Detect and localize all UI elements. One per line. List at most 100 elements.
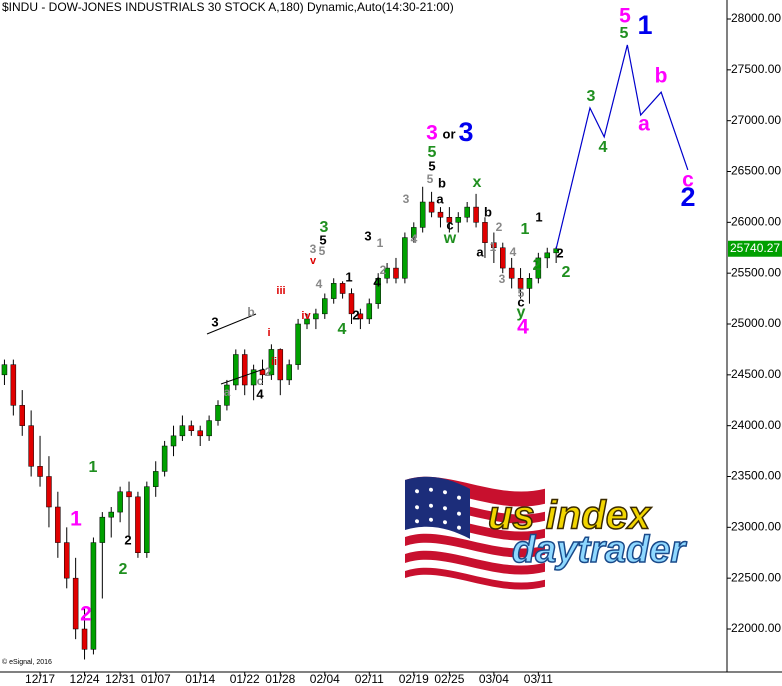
candle-body	[304, 318, 310, 325]
x-tick-label: 12/24	[70, 672, 100, 686]
wave-label: c	[446, 217, 453, 232]
candle-body	[224, 384, 230, 406]
wave-label: c	[257, 374, 264, 388]
candle-body	[464, 206, 470, 218]
candle-body	[482, 222, 488, 243]
candle-body	[170, 435, 177, 447]
wave-label: x	[473, 174, 482, 191]
candle-body	[144, 486, 150, 553]
y-tick-label: 28000.00	[731, 11, 781, 25]
wave-label: 5	[319, 244, 326, 258]
wave-label: 5	[620, 25, 629, 42]
wave-label: 3	[458, 117, 473, 147]
candle-body	[46, 476, 52, 508]
candle-body	[268, 349, 275, 376]
wave-label: 1	[377, 236, 384, 250]
y-tick-label: 23500.00	[731, 469, 781, 483]
wave-label: w	[443, 230, 457, 247]
candle-body	[375, 278, 381, 304]
candle-body	[63, 542, 70, 579]
wave-label: 2	[556, 245, 563, 260]
wave-label: i	[267, 327, 270, 339]
wave-label: 3	[403, 192, 410, 206]
y-tick-label: 27500.00	[731, 62, 781, 76]
candle-body	[206, 420, 212, 437]
candle-body	[250, 369, 257, 386]
wave-label: b	[438, 175, 446, 190]
chart-title: $INDU - DOW-JONES INDUSTRIALS 30 STOCK A…	[2, 0, 454, 14]
candle-body	[384, 267, 390, 279]
candle-body	[393, 267, 399, 279]
y-tick-label: 25000.00	[731, 316, 781, 330]
candle-body	[517, 278, 524, 289]
candle-body	[411, 227, 417, 238]
candle-body	[72, 577, 79, 630]
x-tick-label: 12/31	[105, 672, 135, 686]
candle-body	[286, 364, 292, 381]
wave-label: 3	[364, 228, 371, 243]
wave-label: 3	[587, 88, 596, 105]
x-tick-label: 02/04	[310, 672, 340, 686]
candle-body	[348, 293, 355, 315]
candle-body	[544, 252, 551, 259]
last-price-label: 25740.27	[730, 241, 780, 255]
wave-label: iv	[301, 310, 311, 322]
wave-label: 4	[510, 245, 517, 259]
wave-label: or	[443, 126, 456, 141]
wave-label: 4	[316, 277, 323, 291]
x-tick-label: 02/25	[434, 672, 464, 686]
logo: us index daytrader	[405, 476, 688, 590]
last-price-box	[728, 240, 782, 257]
candle-body	[197, 430, 203, 437]
candle-body	[215, 405, 221, 421]
wave-label: 5	[427, 172, 434, 186]
wave-label: 2	[533, 257, 542, 274]
candle-body	[241, 354, 248, 386]
candle-body	[19, 405, 25, 426]
x-tick-label: 02/19	[399, 672, 429, 686]
wave-label: 3	[211, 314, 218, 329]
wave-label: 5	[428, 158, 435, 173]
candle-body	[313, 313, 319, 320]
wave-label: b	[655, 65, 668, 88]
candle-body	[402, 237, 408, 279]
candle-body	[233, 354, 239, 386]
wave-label: 4	[599, 139, 608, 156]
candle-body	[126, 491, 132, 498]
wave-label: c	[682, 169, 694, 192]
wave-label: 3	[320, 219, 329, 236]
wave-label: 2	[496, 220, 503, 234]
wave-label: c	[517, 294, 524, 309]
y-tick-label: 26000.00	[731, 215, 781, 229]
trendline	[220, 368, 265, 385]
candle-body	[419, 201, 426, 228]
wave-label: 4	[256, 386, 264, 401]
wave-label: a	[638, 113, 650, 136]
wave-label: 1	[637, 10, 652, 40]
wave-label: 2	[124, 532, 131, 547]
wave-label: 1	[521, 221, 530, 238]
x-tick-label: 01/22	[230, 672, 260, 686]
wave-label: ii	[271, 356, 277, 368]
candle-body	[117, 491, 123, 513]
candle-body	[55, 506, 61, 543]
candle-body	[491, 242, 497, 249]
candle-body	[1, 364, 8, 376]
candle-body	[277, 349, 284, 381]
wave-label: 2	[265, 365, 272, 379]
x-tick-label: 03/11	[524, 672, 553, 686]
wave-label: 4	[338, 321, 347, 338]
candle-body	[437, 211, 444, 218]
x-tick-label: 01/28	[265, 672, 295, 686]
trendline	[206, 313, 257, 335]
candle-body	[135, 496, 141, 553]
candle-body	[99, 516, 106, 543]
candle-body	[526, 278, 533, 289]
wave-label: 5	[619, 5, 631, 28]
candle-body	[366, 303, 373, 320]
candle-body	[90, 542, 97, 650]
candle-body	[508, 267, 515, 279]
candle-body	[108, 511, 114, 518]
